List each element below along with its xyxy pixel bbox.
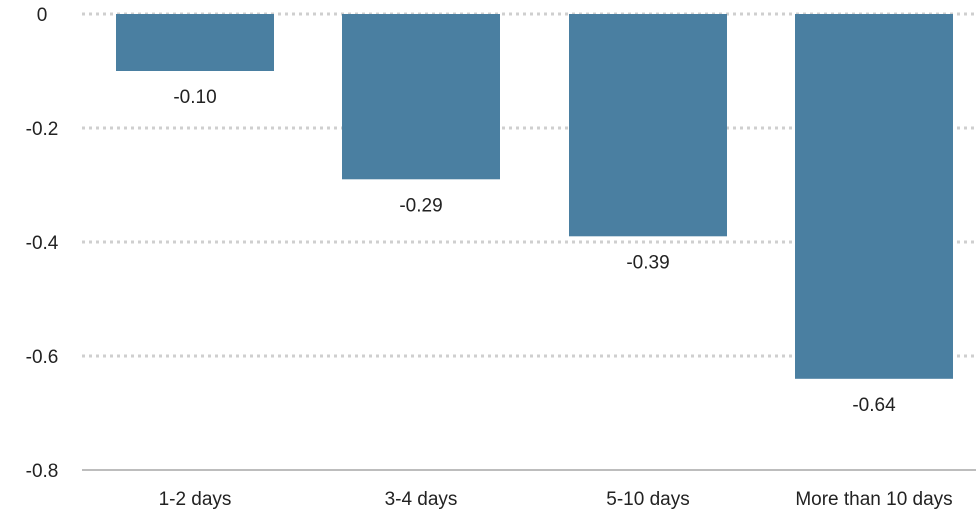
- data-label: -0.39: [626, 252, 669, 273]
- y-tick-label: -0.6: [26, 347, 59, 368]
- y-tick-label: 0: [37, 5, 48, 26]
- bar: [795, 14, 953, 379]
- bars: [116, 14, 953, 379]
- data-label: -0.10: [173, 87, 216, 108]
- bar: [569, 14, 727, 237]
- x-tick-label: 1-2 days: [159, 489, 232, 510]
- x-tick-label: 5-10 days: [606, 489, 689, 510]
- bar: [342, 14, 500, 180]
- x-tick-label: More than 10 days: [795, 489, 952, 510]
- data-label: -0.64: [852, 395, 896, 416]
- y-tick-label: -0.8: [26, 461, 59, 482]
- x-axis: 1-2 days 3-4 days 5-10 days More than 10 da…: [159, 489, 953, 510]
- x-tick-label: 3-4 days: [385, 489, 458, 510]
- y-tick-label: -0.2: [26, 119, 59, 140]
- y-axis: 0 -0.2 -0.4 -0.6 -0.8: [26, 5, 59, 482]
- y-tick-label: -0.4: [26, 233, 59, 254]
- bar: [116, 14, 274, 71]
- data-label: -0.29: [399, 195, 442, 216]
- data-labels: -0.10 -0.29 -0.39 -0.64: [173, 87, 896, 416]
